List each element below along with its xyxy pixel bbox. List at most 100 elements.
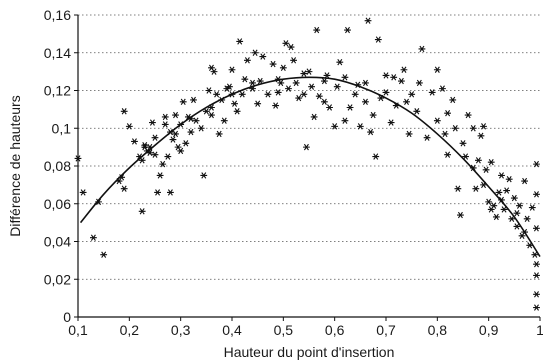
data-point xyxy=(179,98,187,106)
y-tick-label: 0,04 xyxy=(44,234,71,250)
x-ticks: 0,1 0,2 0,3 0,4 0,5 0,6 0,7 0,8 0,9 1 xyxy=(68,317,543,338)
y-tick-label: 0,12 xyxy=(44,83,71,99)
data-point xyxy=(382,89,390,96)
data-point xyxy=(516,202,523,209)
data-point xyxy=(500,206,508,213)
data-point xyxy=(226,83,233,90)
fit-curve-line xyxy=(79,76,541,258)
data-point xyxy=(187,128,195,136)
data-point xyxy=(403,98,410,106)
data-point xyxy=(151,134,159,141)
x-tick-label: 0,4 xyxy=(222,322,242,338)
data-point xyxy=(492,213,500,221)
data-point xyxy=(528,204,536,211)
data-point xyxy=(487,206,495,213)
data-point xyxy=(533,160,540,168)
data-point xyxy=(172,130,179,138)
data-point xyxy=(387,119,395,126)
data-point xyxy=(333,83,341,90)
x-tick-label: 0,2 xyxy=(120,322,140,338)
x-tick-label: 0,1 xyxy=(68,322,88,338)
x-tick-label: 0,6 xyxy=(325,322,345,338)
data-point xyxy=(398,77,405,85)
data-point xyxy=(444,109,451,117)
data-point xyxy=(367,128,374,136)
y-tick-label: 0,08 xyxy=(44,158,71,174)
data-point xyxy=(480,123,487,130)
gridlines xyxy=(78,14,540,280)
data-point xyxy=(259,53,267,60)
data-point xyxy=(138,208,146,215)
data-point xyxy=(208,64,215,72)
data-point xyxy=(151,151,159,158)
data-point xyxy=(308,83,315,90)
data-point xyxy=(279,64,287,72)
data-point xyxy=(372,153,380,160)
data-point xyxy=(192,117,200,124)
data-point xyxy=(400,66,408,73)
fit-curve xyxy=(79,76,541,258)
y-tick-label: 0,06 xyxy=(44,196,71,212)
data-point xyxy=(169,136,177,143)
data-point xyxy=(523,215,531,223)
data-point xyxy=(513,209,521,217)
data-point xyxy=(241,75,249,83)
data-point xyxy=(292,79,300,87)
data-point xyxy=(482,166,490,173)
x-tick-label: 0,9 xyxy=(479,322,499,338)
y-ticks: 0 0,02 0,04 0,06 0,08 0,1 0,12 0,14 0,16 xyxy=(44,7,78,325)
data-point xyxy=(475,157,482,164)
data-point xyxy=(251,49,259,56)
data-point xyxy=(477,132,485,140)
data-point xyxy=(346,104,354,111)
data-point xyxy=(269,60,277,68)
data-point xyxy=(521,177,528,185)
data-point xyxy=(485,198,493,206)
data-point xyxy=(505,176,513,183)
x-tick-label: 0,8 xyxy=(428,322,448,338)
data-point xyxy=(310,113,318,121)
data-point xyxy=(364,17,372,24)
data-point xyxy=(290,57,297,64)
data-point xyxy=(213,91,220,98)
data-point xyxy=(321,77,328,85)
data-point xyxy=(315,92,323,100)
data-point xyxy=(336,58,344,66)
data-point xyxy=(451,125,459,132)
data-point xyxy=(174,143,182,151)
data-point xyxy=(272,102,280,109)
data-point xyxy=(79,189,87,196)
y-tick-label: 0,16 xyxy=(44,7,71,23)
data-point xyxy=(444,151,451,158)
data-point xyxy=(177,147,185,155)
data-point xyxy=(220,117,228,124)
data-point xyxy=(405,130,413,138)
data-point xyxy=(351,91,359,98)
data-point xyxy=(531,251,539,258)
data-point xyxy=(413,108,421,115)
data-point xyxy=(533,191,540,198)
data-point xyxy=(487,159,495,166)
y-tick-label: 0,02 xyxy=(44,271,71,287)
data-point xyxy=(341,74,349,81)
data-point xyxy=(313,26,321,34)
data-point xyxy=(210,68,218,75)
data-point xyxy=(415,79,423,87)
data-point xyxy=(305,68,313,75)
data-point xyxy=(439,85,446,92)
data-point xyxy=(228,66,236,73)
data-point xyxy=(326,104,333,111)
data-point xyxy=(159,160,167,168)
data-point xyxy=(154,189,161,196)
data-point xyxy=(303,143,310,151)
y-tick-label: 0,14 xyxy=(44,45,71,61)
data-point xyxy=(233,108,241,115)
data-point xyxy=(433,66,441,73)
x-tick-label: 0,5 xyxy=(274,322,294,338)
data-point xyxy=(341,117,349,124)
data-point xyxy=(125,123,133,130)
data-point xyxy=(510,194,518,202)
data-point xyxy=(533,260,540,268)
data-point xyxy=(464,111,472,119)
data-point xyxy=(100,251,108,258)
